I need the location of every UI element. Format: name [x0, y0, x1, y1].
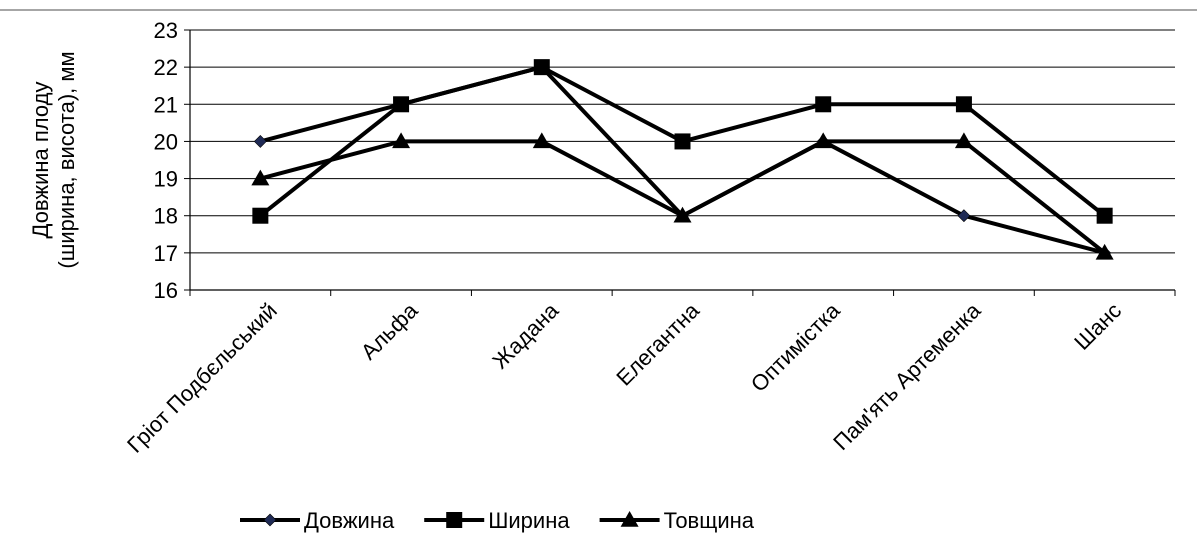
- data-point-marker: [673, 206, 692, 223]
- x-tick-labels: Гріот Подбєльський Альфа Жадана Елегантна Оп…: [122, 297, 1126, 457]
- data-point-marker: [532, 132, 551, 149]
- data-point-marker: [253, 135, 267, 148]
- x-tick-label: Шанс: [1069, 298, 1126, 355]
- y-tick-label: 19: [154, 167, 178, 192]
- legend-item: Товщина: [599, 508, 755, 533]
- x-tick-label: Жадана: [487, 297, 563, 373]
- y-axis-label: Довжина плоду (ширина, висота), мм: [28, 51, 79, 268]
- legend-item: Ширина: [424, 508, 570, 533]
- series-3: [251, 132, 1114, 260]
- data-point-marker: [252, 207, 269, 224]
- series-group: [251, 59, 1114, 260]
- x-tick-label: Гріот Подбєльський: [122, 298, 282, 458]
- y-tick-label: 20: [154, 129, 178, 154]
- axes: [184, 29, 1176, 296]
- y-tick-label: 22: [154, 55, 178, 80]
- data-point-marker: [1096, 207, 1113, 224]
- series-line: [259, 139, 1106, 255]
- legend-label: Ширина: [488, 508, 570, 533]
- x-tick-label: Пам'ять Артеменка: [828, 297, 986, 455]
- y-tick-label: 18: [154, 204, 178, 229]
- series-1: [253, 60, 1112, 260]
- legend-label: Довжина: [304, 508, 395, 533]
- data-point-marker: [955, 96, 972, 113]
- legend-label: Товщина: [664, 508, 755, 533]
- y-tick-label: 16: [154, 278, 178, 303]
- y-tick-label: 21: [154, 92, 178, 117]
- y-tick-label: 23: [154, 18, 178, 43]
- data-point-marker: [814, 132, 833, 149]
- legend-marker: [620, 511, 639, 527]
- x-tick-label: Елегантна: [611, 297, 704, 390]
- data-point-marker: [1095, 243, 1114, 260]
- y-tick-label: 17: [154, 241, 178, 266]
- y-axis-label-line-1: Довжина плоду: [28, 82, 53, 239]
- data-point-marker: [393, 96, 410, 113]
- data-point-marker: [392, 132, 411, 149]
- y-axis-label-line-2: (ширина, висота), мм: [54, 51, 79, 268]
- legend-item: Довжина: [240, 508, 395, 533]
- data-point-marker: [954, 132, 973, 149]
- x-tick-label: Оптимістка: [746, 297, 845, 396]
- x-tick-label: Альфа: [356, 297, 423, 364]
- legend-marker: [263, 513, 277, 527]
- legend: Довжина Ширина Товщина: [240, 508, 755, 533]
- legend-marker: [446, 512, 463, 528]
- data-point-marker: [533, 59, 550, 76]
- data-point-marker: [674, 133, 691, 150]
- y-tick-labels: 16 17 18 19 20 21 22 23: [154, 18, 178, 303]
- series-line: [259, 65, 1106, 255]
- series-2: [252, 59, 1113, 224]
- data-point-marker: [815, 96, 832, 113]
- data-point-marker: [251, 169, 270, 186]
- data-point-marker: [957, 209, 971, 223]
